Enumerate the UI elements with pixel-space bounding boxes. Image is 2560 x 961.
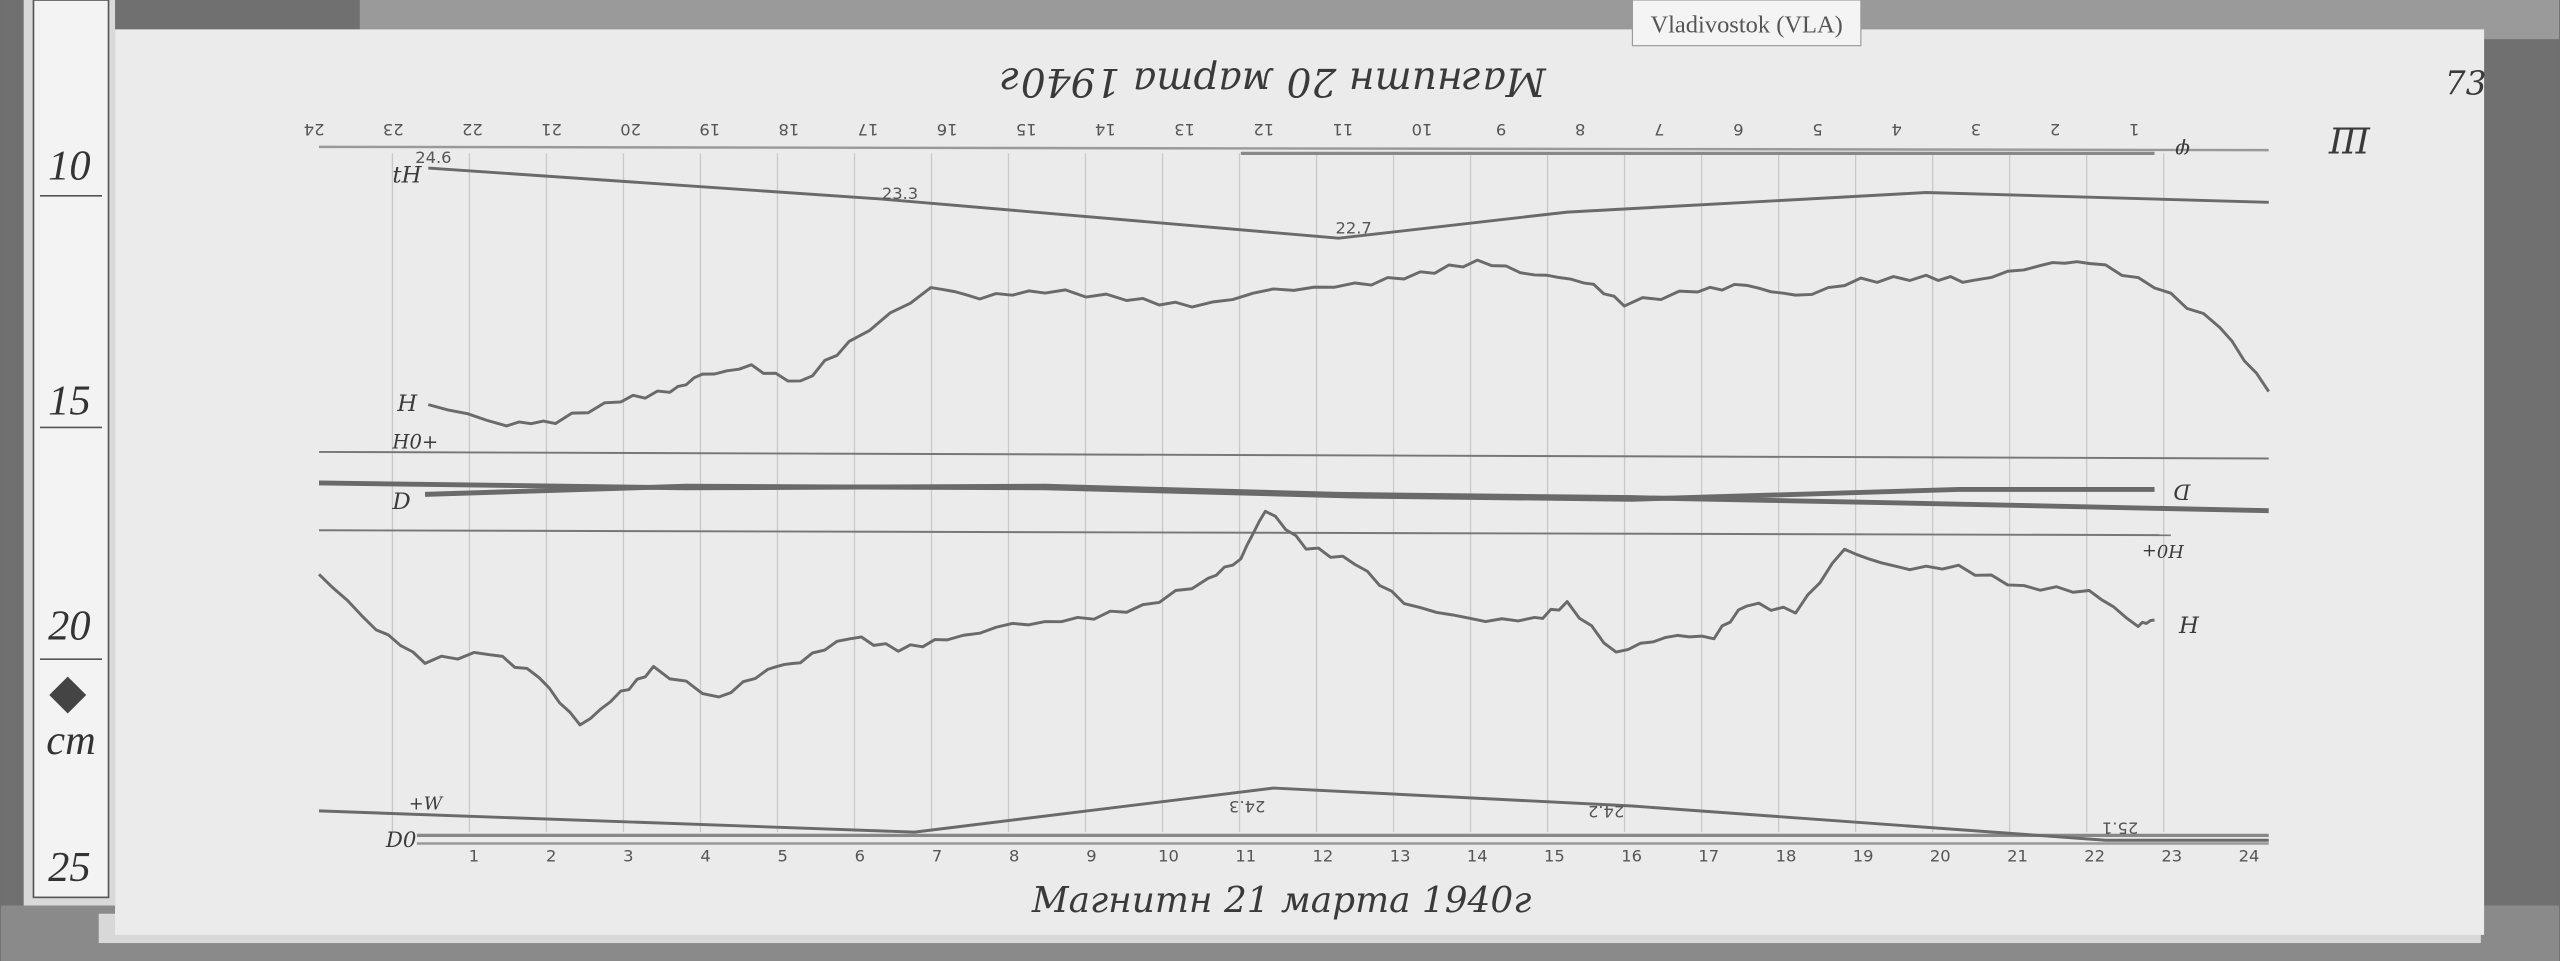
bottom-record-title: Магнитн 21 марта 1940г (1031, 880, 1531, 921)
top-hour-label: 6 (1733, 120, 1743, 139)
bottom-h-trace-label: H (2178, 613, 2200, 639)
corner-note: Ш (2328, 118, 2371, 159)
ruler-mark-25: 25 (48, 844, 90, 891)
top-hour-label: 21 (541, 120, 562, 139)
bottom-hour-label: 24 (2239, 846, 2260, 865)
bottom-hour-label: 14 (1467, 846, 1488, 865)
bottom-hour-label: 15 (1544, 846, 1565, 865)
bottom-hour-label: 18 (1776, 846, 1797, 865)
top-baseline-label: H0+ (391, 431, 438, 454)
bottom-hour-label: 4 (700, 846, 710, 865)
station-label: Vladivostok (VLA) (1631, 0, 1862, 47)
bottom-hour-label: 1 (469, 846, 479, 865)
top-hour-label: 8 (1575, 120, 1585, 139)
top-hour-label: 7 (1654, 120, 1664, 139)
bottom-hour-labels: 1 2 3 4 5 6 7 8 9 10 11 12 13 14 15 16 17 18 19 20 21 22 23 24 (469, 846, 2260, 865)
bottom-hour-label: 6 (855, 846, 865, 865)
top-h-trace (427, 258, 2270, 428)
top-hour-label: 23 (383, 120, 404, 139)
top-hour-label: 1 (2129, 120, 2139, 139)
bottom-d-trace (318, 480, 2269, 514)
top-hour-labels: 24 23 22 21 20 19 18 17 16 15 14 13 12 11 10 9 8 7 6 5 4 3 2 1 (304, 120, 2140, 139)
bottom-hour-label: 21 (2007, 846, 2028, 865)
top-hour-label: 15 (1016, 120, 1037, 139)
top-temp-value: 22.7 (1335, 218, 1371, 237)
bottom-hour-label: 9 (1086, 846, 1096, 865)
top-hour-label: 13 (1174, 120, 1195, 139)
top-hour-label: 9 (1496, 120, 1506, 139)
bottom-hour-label: 12 (1313, 846, 1334, 865)
top-hour-label: 18 (779, 120, 800, 139)
top-temperature-trace (428, 166, 2269, 240)
bottom-start-label: D0 (385, 828, 417, 853)
bottom-temp-value: 24.2 (1588, 802, 1624, 821)
ruler-mark-15: 15 (48, 377, 90, 424)
bottom-hour-label: 10 (1158, 846, 1179, 865)
top-hour-label: 17 (858, 120, 879, 139)
bottom-baseline-label: H0+ (2142, 540, 2185, 561)
top-hour-label: 12 (1253, 120, 1274, 139)
bottom-temperature-trace (318, 786, 2269, 842)
bottom-h-trace (317, 509, 2155, 727)
ruler: 10 15 20 25 cm (23, 0, 116, 906)
bottom-hour-label: 13 (1390, 846, 1411, 865)
bottom-hour-label: 17 (1698, 846, 1719, 865)
bottom-temp-value: 25.1 (2102, 818, 2138, 837)
ruler-mark-20: 20 (48, 603, 90, 650)
top-time-axis (318, 145, 2269, 152)
top-hour-label: 19 (699, 120, 720, 139)
ruler-mark-10: 10 (48, 142, 90, 189)
page-number: 73 (2445, 65, 2487, 103)
top-temp-value: 23.3 (882, 184, 918, 203)
top-hour-label: 5 (1812, 120, 1822, 139)
bottom-hour-label: 5 (778, 846, 788, 865)
top-hour-label: 11 (1332, 120, 1353, 139)
top-record-title: Магнитн 20 марта 1940г (1001, 59, 1547, 104)
top-hour-label: 10 (1412, 120, 1433, 139)
d-trace-label: D (391, 489, 410, 515)
bottom-hour-label: 22 (2084, 846, 2105, 865)
top-temperature-label: tH (392, 163, 422, 189)
top-hour-label: 22 (462, 120, 483, 139)
bottom-hour-label: 8 (1009, 846, 1019, 865)
top-h-trace-label: H (396, 391, 418, 417)
bottom-hour-label: 16 (1621, 846, 1642, 865)
top-baseline (318, 450, 2269, 460)
top-temp-value: 24.6 (415, 148, 451, 167)
bottom-temp-value: 24.3 (1229, 797, 1265, 816)
top-hour-label: 24 (304, 120, 325, 139)
top-hour-label: 3 (1971, 120, 1981, 139)
top-hour-label: 16 (937, 120, 958, 139)
bottom-hour-label: 7 (932, 846, 942, 865)
bottom-d-label: D (2173, 479, 2191, 504)
top-hour-label: 14 (1095, 120, 1116, 139)
bottom-hour-label: 3 (623, 846, 633, 865)
bottom-baseline (318, 529, 2171, 537)
top-hour-label: 2 (2050, 120, 2060, 139)
magnetogram-paper (115, 29, 2485, 935)
top-start-label: φ (2175, 138, 2190, 163)
top-hour-label: 4 (1892, 120, 1902, 139)
bottom-hour-label: 19 (1853, 846, 1874, 865)
station-name: Vladivostok (VLA) (1650, 12, 1842, 39)
bottom-hour-label: 20 (1930, 846, 1951, 865)
bottom-hour-label: 23 (2161, 846, 2182, 865)
top-hour-label: 20 (620, 120, 641, 139)
bottom-hour-label: 2 (546, 846, 556, 865)
w-label: +W (409, 793, 444, 814)
bottom-hour-label: 11 (1235, 846, 1256, 865)
ruler-unit: cm (46, 717, 95, 764)
